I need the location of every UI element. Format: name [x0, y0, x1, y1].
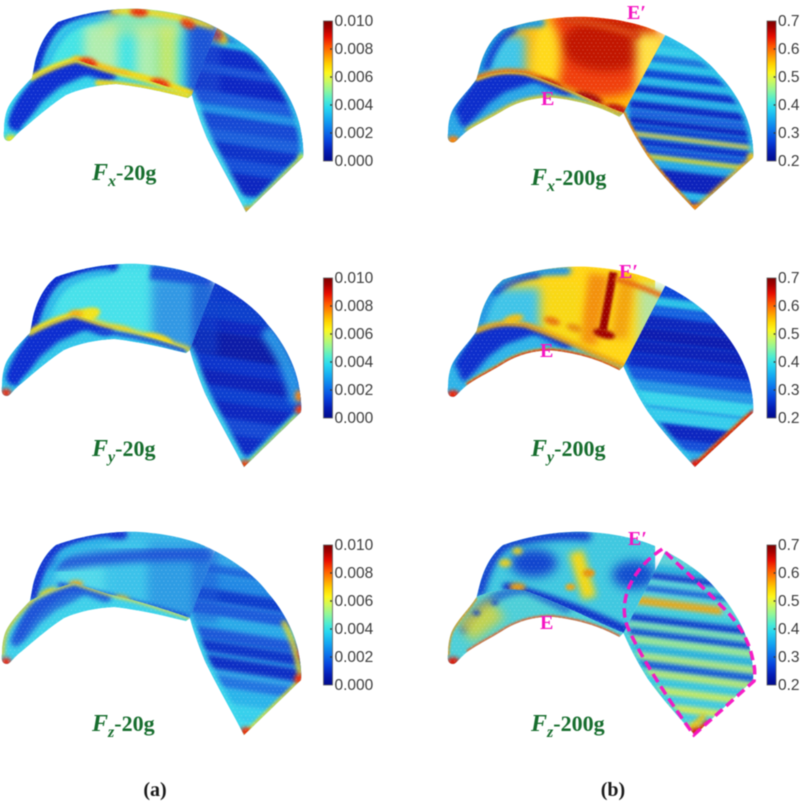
- svg-text:0.4: 0.4: [778, 354, 800, 371]
- svg-text:0.004: 0.004: [335, 354, 374, 371]
- svg-text:0.3: 0.3: [778, 125, 800, 142]
- svg-text:0.7: 0.7: [778, 13, 800, 30]
- svg-text:0.5: 0.5: [778, 593, 800, 610]
- svg-text:0.3: 0.3: [778, 382, 800, 399]
- svg-text:0.2: 0.2: [778, 153, 800, 170]
- svg-text:Fz-200g: Fz-200g: [530, 711, 605, 741]
- svg-text:E′: E′: [627, 2, 646, 24]
- svg-text:0.004: 0.004: [335, 97, 374, 114]
- svg-text:0.002: 0.002: [335, 649, 374, 666]
- svg-text:0.010: 0.010: [335, 13, 374, 30]
- svg-text:Fx-200g: Fx-200g: [530, 165, 606, 195]
- svg-text:0.7: 0.7: [778, 537, 800, 554]
- svg-text:0.4: 0.4: [778, 97, 800, 114]
- svg-text:0.000: 0.000: [335, 410, 374, 427]
- svg-text:0.008: 0.008: [335, 298, 374, 315]
- svg-text:0.010: 0.010: [335, 537, 374, 554]
- svg-text:0.2: 0.2: [778, 410, 800, 427]
- svg-text:0.5: 0.5: [778, 69, 800, 86]
- svg-text:0.6: 0.6: [778, 298, 800, 315]
- svg-text:E′: E′: [619, 261, 638, 283]
- svg-text:0.010: 0.010: [335, 270, 374, 287]
- svg-text:0.006: 0.006: [335, 69, 374, 86]
- svg-text:0.008: 0.008: [335, 41, 374, 58]
- svg-text:E′: E′: [628, 528, 647, 550]
- svg-text:E: E: [540, 340, 553, 362]
- svg-text:Fy-20g: Fy-20g: [91, 436, 155, 466]
- svg-text:0.004: 0.004: [335, 621, 374, 638]
- svg-text:Fx-20g: Fx-20g: [91, 160, 156, 190]
- svg-text:E: E: [540, 612, 553, 634]
- svg-text:(b): (b): [601, 779, 625, 801]
- svg-text:0.006: 0.006: [335, 326, 374, 343]
- svg-text:0.000: 0.000: [335, 153, 374, 170]
- svg-text:0.3: 0.3: [778, 649, 800, 666]
- svg-text:Fz-20g: Fz-20g: [91, 711, 155, 741]
- svg-text:0.4: 0.4: [778, 621, 800, 638]
- svg-text:0.002: 0.002: [335, 125, 374, 142]
- svg-text:Fy-200g: Fy-200g: [530, 436, 605, 466]
- svg-text:0.2: 0.2: [778, 677, 800, 694]
- svg-text:0.000: 0.000: [335, 677, 374, 694]
- svg-text:(a): (a): [143, 779, 166, 801]
- svg-text:E: E: [541, 88, 554, 110]
- svg-text:0.002: 0.002: [335, 382, 374, 399]
- svg-text:0.5: 0.5: [778, 326, 800, 343]
- svg-text:0.006: 0.006: [335, 593, 374, 610]
- svg-text:0.6: 0.6: [778, 565, 800, 582]
- svg-text:0.6: 0.6: [778, 41, 800, 58]
- svg-text:0.008: 0.008: [335, 565, 374, 582]
- svg-text:0.7: 0.7: [778, 270, 800, 287]
